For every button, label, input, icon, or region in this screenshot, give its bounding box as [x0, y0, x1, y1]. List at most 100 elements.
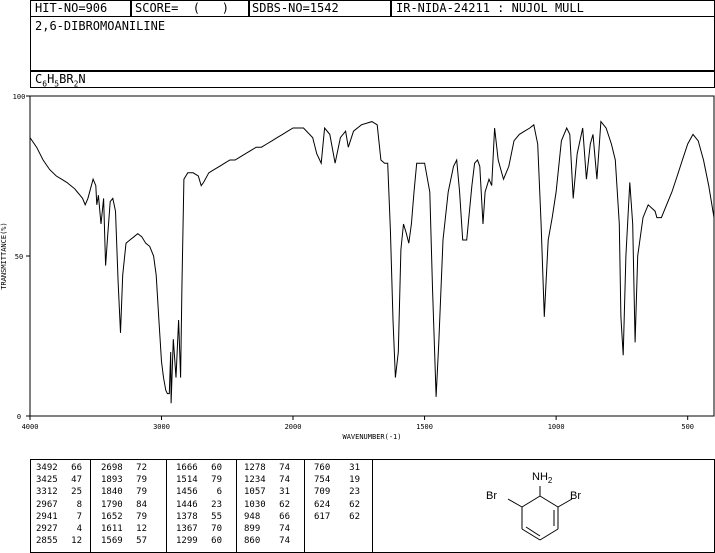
peak-wavenumber: 2941: [36, 511, 58, 522]
peak-entry: 617 62: [314, 512, 360, 522]
peak-wavenumber: 2967: [36, 499, 58, 510]
peak-wavenumber: 3425: [36, 475, 58, 486]
peak-wavenumber: 948: [244, 511, 261, 522]
x-axis-ticks: 4000 3000 2000 1500 1000 500: [22, 416, 694, 431]
peak-entry: 2927 4: [36, 524, 82, 534]
peak-wavenumber: 1790: [101, 499, 123, 510]
peak-transmittance: 79: [211, 475, 222, 486]
peak-entry: 754 19: [314, 475, 360, 485]
peak-wavenumber: 2927: [36, 524, 58, 534]
peak-transmittance: 23: [349, 487, 360, 498]
peak-entry: 624 62: [314, 500, 360, 510]
peak-col-sep-5: [372, 460, 373, 553]
peak-entry: 1234 74: [244, 475, 290, 485]
peak-entry: 1057 31: [244, 487, 290, 497]
peak-wavenumber: 1840: [101, 487, 123, 498]
header-bar: [30, 0, 715, 17]
peak-entry: 1840 79: [101, 487, 147, 497]
y-tick-label: 0: [17, 413, 21, 421]
bromine-right-label: Br: [570, 490, 581, 502]
x-tick-label: 4000: [22, 423, 39, 431]
peak-entry: 760 31: [314, 463, 360, 473]
peak-transmittance: 66: [279, 511, 290, 522]
peak-wavenumber: 1057: [244, 487, 266, 498]
peak-transmittance: 55: [211, 511, 222, 522]
peak-transmittance: 74: [279, 475, 290, 486]
peak-wavenumber: 1569: [101, 536, 123, 547]
sdbs-number: SDBS-NO=1542: [252, 1, 339, 15]
peak-entry: 1446 23: [176, 500, 222, 510]
header-separator-2: [248, 0, 250, 17]
peak-transmittance: 12: [136, 524, 147, 534]
peak-col-sep-3: [236, 460, 237, 553]
peak-entry: 1611 12: [101, 524, 147, 534]
peak-entry: 899 74: [244, 524, 290, 534]
peak-wavenumber: 1456: [176, 487, 198, 498]
peak-transmittance: 62: [349, 499, 360, 510]
peak-transmittance: 23: [211, 499, 222, 510]
bromine-left-label: Br: [486, 490, 497, 502]
peak-wavenumber: 1514: [176, 475, 198, 486]
molecular-formula: C6H5BR2N: [35, 72, 86, 89]
peak-wavenumber: 1030: [244, 499, 266, 510]
peak-wavenumber: 1652: [101, 511, 123, 522]
compound-name: 2,6-DIBROMOANILINE: [35, 19, 166, 33]
peak-wavenumber: 3312: [36, 487, 58, 498]
peak-transmittance: 31: [349, 463, 360, 473]
x-tick-label: 1000: [548, 423, 565, 431]
peak-entry: 3312 25: [36, 487, 82, 497]
peak-entry: 2941 7: [36, 512, 82, 522]
hit-number: HIT-NO=906: [35, 1, 108, 15]
peak-transmittance: 74: [279, 536, 290, 547]
peak-wavenumber: 624: [314, 499, 331, 510]
peak-wavenumber: 3492: [36, 463, 58, 473]
peak-entry: 1367 70: [176, 524, 222, 534]
peak-transmittance: 19: [349, 475, 360, 486]
peak-entry: 3425 47: [36, 475, 82, 485]
formula-separator: [30, 70, 715, 72]
amino-group-label: NH2: [532, 471, 553, 485]
peak-entry: 709 23: [314, 487, 360, 497]
peak-transmittance: 7: [76, 511, 82, 522]
peak-col-sep-4: [304, 460, 305, 553]
peak-entry: 1456 6: [176, 487, 222, 497]
peak-wavenumber: 1666: [176, 463, 198, 473]
peak-wavenumber: 1378: [176, 511, 198, 522]
peak-transmittance: 62: [279, 499, 290, 510]
ir-info: IR-NIDA-24211 : NUJOL MULL: [396, 1, 584, 15]
peak-transmittance: 74: [279, 463, 290, 473]
peak-entry: 1278 74: [244, 463, 290, 473]
peak-wavenumber: 1299: [176, 536, 198, 547]
x-tick-label: 500: [681, 423, 694, 431]
header-separator-3: [390, 0, 392, 17]
peak-transmittance: 31: [279, 487, 290, 498]
spectrum-line: [29, 120, 715, 404]
peak-transmittance: 60: [211, 536, 222, 547]
y-axis-label: TRANSMITTANCE(%): [0, 222, 8, 289]
peak-entry: 1893 79: [101, 475, 147, 485]
peak-entry: 2855 12: [36, 536, 82, 546]
peak-entry: 1299 60: [176, 536, 222, 546]
peak-wavenumber: 754: [314, 475, 331, 486]
x-tick-label: 2000: [285, 423, 302, 431]
peak-transmittance: 60: [211, 463, 222, 473]
peak-transmittance: 79: [136, 511, 147, 522]
peak-entry: 1790 84: [101, 500, 147, 510]
molecular-structure: NH2 Br Br: [486, 471, 581, 541]
y-axis-ticks: 100 50 0: [13, 93, 30, 421]
peak-transmittance: 6: [216, 487, 222, 498]
peak-wavenumber: 899: [244, 524, 261, 534]
peak-entry: 1378 55: [176, 512, 222, 522]
peak-transmittance: 57: [136, 536, 147, 547]
header-separator-1: [130, 0, 132, 17]
peak-wavenumber: 2698: [101, 463, 123, 473]
peak-wavenumber: 1446: [176, 499, 198, 510]
peak-transmittance: 47: [71, 475, 82, 486]
peak-transmittance: 8: [76, 499, 82, 510]
peak-transmittance: 12: [71, 536, 82, 547]
peak-entry: 1569 57: [101, 536, 147, 546]
peak-entry: 1652 79: [101, 512, 147, 522]
x-tick-label: 1500: [416, 423, 433, 431]
peak-wavenumber: 2855: [36, 536, 58, 547]
